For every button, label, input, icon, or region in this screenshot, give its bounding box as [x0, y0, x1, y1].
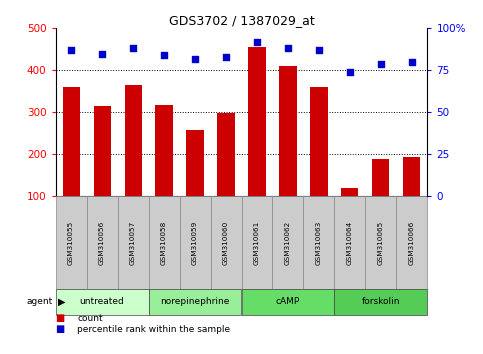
Text: percentile rank within the sample: percentile rank within the sample [77, 325, 230, 333]
Bar [149, 196, 180, 289]
Bar [56, 196, 86, 289]
Point [284, 46, 292, 51]
Text: GSM310066: GSM310066 [409, 220, 415, 265]
Text: ▶: ▶ [58, 297, 66, 307]
Point [408, 59, 416, 65]
Point [253, 39, 261, 45]
Bar [334, 289, 427, 315]
Text: GSM310061: GSM310061 [254, 220, 260, 265]
Bar [86, 196, 117, 289]
Text: GSM310056: GSM310056 [99, 220, 105, 265]
Bar [311, 87, 327, 196]
Bar [217, 113, 235, 196]
Bar [211, 196, 242, 289]
Bar [372, 159, 389, 196]
Bar [303, 196, 334, 289]
Point [315, 47, 323, 53]
Bar [397, 196, 427, 289]
Point [191, 56, 199, 61]
Text: GSM310059: GSM310059 [192, 220, 198, 265]
Text: cAMP: cAMP [276, 297, 300, 306]
Title: GDS3702 / 1387029_at: GDS3702 / 1387029_at [169, 14, 314, 27]
Bar [156, 105, 172, 196]
Text: agent: agent [27, 297, 53, 306]
Text: GSM310065: GSM310065 [378, 220, 384, 265]
Bar [272, 196, 303, 289]
Text: norepinephrine: norepinephrine [160, 297, 230, 306]
Bar [403, 156, 421, 196]
Bar [334, 196, 366, 289]
Point [222, 54, 230, 60]
Bar [186, 131, 203, 196]
Point [160, 52, 168, 58]
Text: forskolin: forskolin [362, 297, 400, 306]
Bar [341, 188, 358, 196]
Text: untreated: untreated [80, 297, 125, 306]
Point [346, 69, 354, 75]
Text: GSM310060: GSM310060 [223, 220, 229, 265]
Bar [117, 196, 149, 289]
Text: GSM310058: GSM310058 [161, 220, 167, 265]
Point [377, 61, 385, 67]
Bar [242, 196, 272, 289]
Point [67, 47, 75, 53]
Bar [366, 196, 397, 289]
Bar [280, 66, 297, 196]
Text: ■: ■ [56, 324, 65, 334]
Point [98, 51, 106, 56]
Bar [56, 289, 149, 315]
Bar [62, 87, 80, 196]
Text: GSM310055: GSM310055 [68, 220, 74, 265]
Text: GSM310063: GSM310063 [316, 220, 322, 265]
Bar [242, 289, 334, 315]
Bar [248, 47, 266, 196]
Text: GSM310057: GSM310057 [130, 220, 136, 265]
Text: ■: ■ [56, 313, 65, 324]
Bar [125, 85, 142, 196]
Text: count: count [77, 314, 103, 323]
Bar [94, 106, 111, 196]
Point [129, 46, 137, 51]
Text: GSM310064: GSM310064 [347, 220, 353, 265]
Text: GSM310062: GSM310062 [285, 220, 291, 265]
Bar [180, 196, 211, 289]
Bar [149, 289, 242, 315]
